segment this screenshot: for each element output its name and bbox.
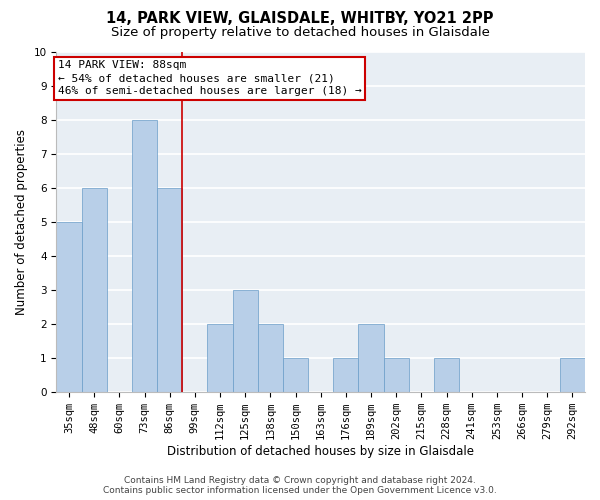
Bar — [358, 324, 383, 392]
Bar — [283, 358, 308, 392]
Bar — [333, 358, 358, 392]
Bar — [383, 358, 409, 392]
Bar — [208, 324, 233, 392]
Text: Size of property relative to detached houses in Glaisdale: Size of property relative to detached ho… — [110, 26, 490, 39]
Bar — [434, 358, 459, 392]
Y-axis label: Number of detached properties: Number of detached properties — [15, 128, 28, 314]
Bar — [157, 188, 182, 392]
Bar — [258, 324, 283, 392]
Bar — [233, 290, 258, 392]
Text: Contains HM Land Registry data © Crown copyright and database right 2024.
Contai: Contains HM Land Registry data © Crown c… — [103, 476, 497, 495]
Text: 14 PARK VIEW: 88sqm
← 54% of detached houses are smaller (21)
46% of semi-detach: 14 PARK VIEW: 88sqm ← 54% of detached ho… — [58, 60, 361, 96]
Text: 14, PARK VIEW, GLAISDALE, WHITBY, YO21 2PP: 14, PARK VIEW, GLAISDALE, WHITBY, YO21 2… — [106, 11, 494, 26]
Bar — [82, 188, 107, 392]
Bar — [560, 358, 585, 392]
Bar — [132, 120, 157, 392]
Bar — [56, 222, 82, 392]
X-axis label: Distribution of detached houses by size in Glaisdale: Distribution of detached houses by size … — [167, 444, 474, 458]
